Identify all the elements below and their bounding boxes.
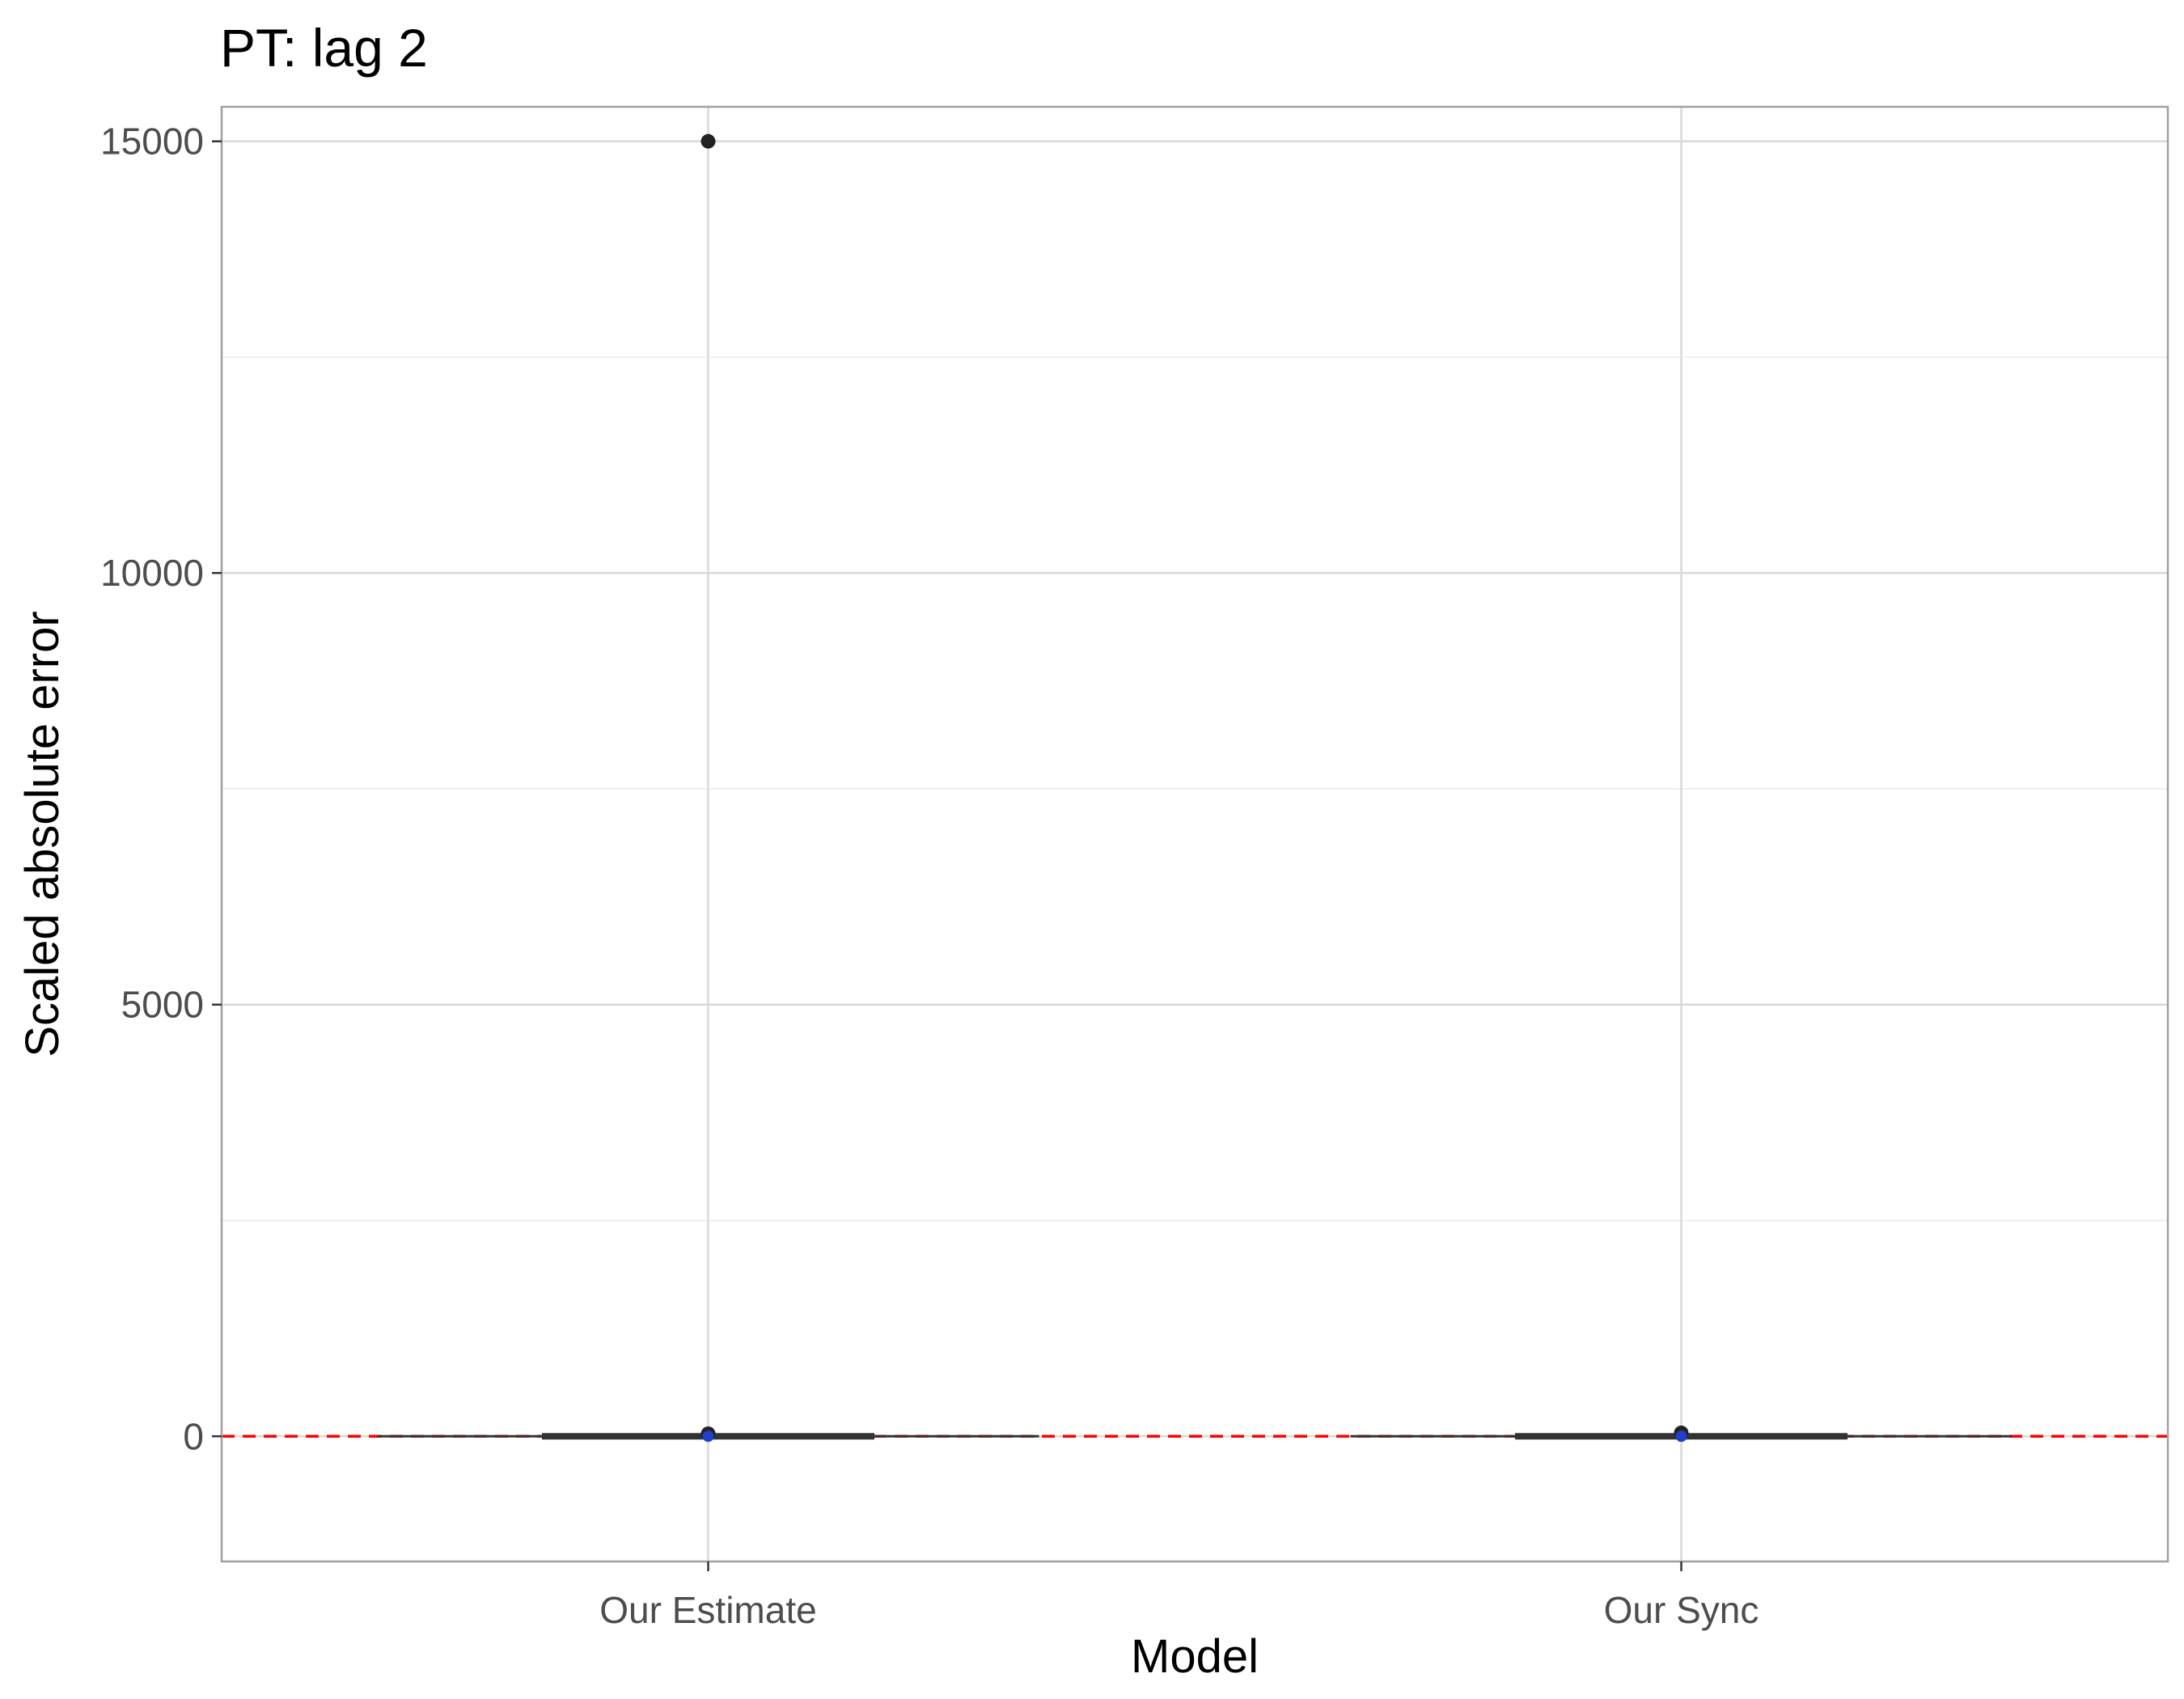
y-axis-title: Scaled absolute error <box>16 611 69 1057</box>
y-tick-label: 10000 <box>100 552 204 594</box>
y-tick-label: 15000 <box>100 121 204 163</box>
panel-border <box>220 105 2169 1563</box>
mean-point <box>1675 1430 1687 1443</box>
outlier-point <box>700 133 716 149</box>
x-tick-label: Our Sync <box>1604 1589 1759 1631</box>
x-axis-title: Model <box>1131 1630 1259 1683</box>
y-axis-ticks: 0 5000 10000 15000 <box>100 121 222 1457</box>
points <box>700 133 1689 1443</box>
y-tick-label: 0 <box>183 1415 204 1457</box>
grid <box>222 107 2168 1561</box>
chart-title: PT: lag 2 <box>220 18 428 78</box>
y-tick-label: 5000 <box>121 984 204 1026</box>
mean-point <box>702 1430 714 1443</box>
x-tick-label: Our Estimate <box>599 1589 816 1631</box>
x-axis-ticks: Our Estimate Our Sync <box>599 1561 1759 1631</box>
